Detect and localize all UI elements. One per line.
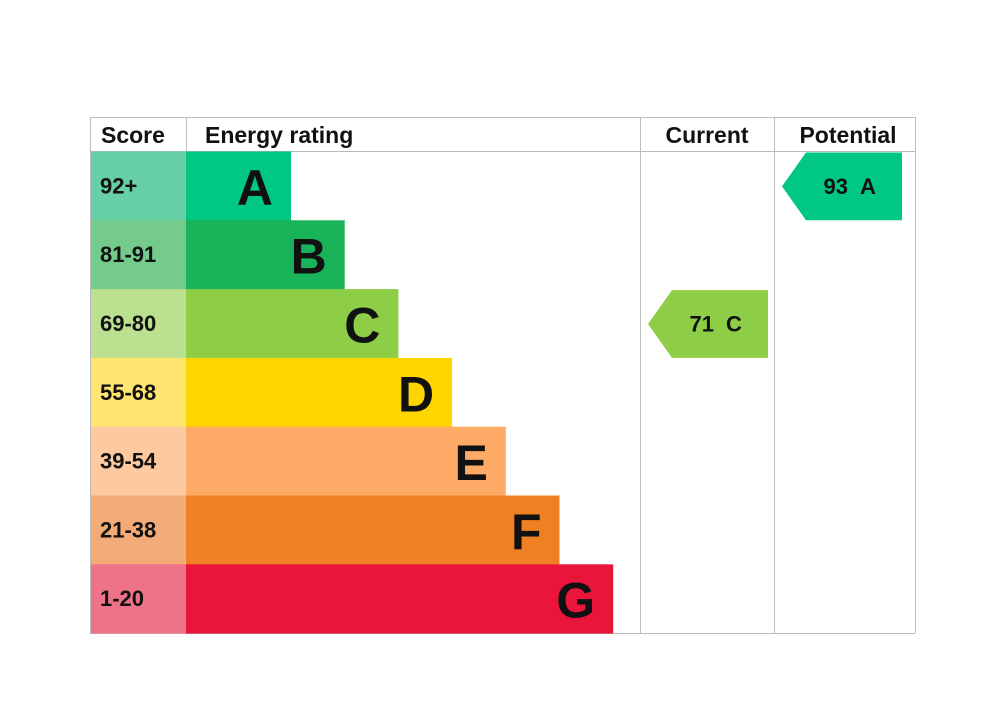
current-arrow bbox=[648, 290, 768, 358]
rating-bar bbox=[186, 564, 614, 634]
band-letter: B bbox=[291, 229, 327, 285]
rating-bar bbox=[186, 357, 453, 428]
potential-arrow bbox=[782, 152, 902, 221]
score-cell bbox=[91, 426, 186, 496]
score-cell bbox=[91, 357, 186, 428]
header-potential: Potential bbox=[799, 122, 896, 148]
header-current: Current bbox=[665, 122, 748, 148]
score-cell bbox=[91, 220, 186, 290]
score-cell bbox=[91, 564, 186, 634]
score-cell bbox=[91, 151, 186, 221]
current-letter: C bbox=[726, 312, 742, 337]
band-letter: E bbox=[454, 435, 487, 491]
rating-bar bbox=[186, 426, 506, 496]
header-rating: Energy rating bbox=[205, 122, 353, 148]
current-value: 71 bbox=[690, 312, 714, 337]
score-range: 81-91 bbox=[100, 242, 156, 267]
rating-bar bbox=[186, 151, 291, 221]
band-letter: C bbox=[344, 298, 380, 354]
rating-bar bbox=[186, 289, 399, 359]
score-range: 55-68 bbox=[100, 380, 156, 405]
band-letter: F bbox=[511, 504, 542, 560]
band-letter: D bbox=[398, 366, 434, 422]
band-letter: A bbox=[237, 160, 273, 216]
score-range: 1-20 bbox=[100, 586, 144, 611]
score-cell bbox=[91, 495, 186, 565]
potential-letter: A bbox=[860, 174, 876, 199]
rating-bar bbox=[186, 495, 560, 565]
score-range: 92+ bbox=[100, 173, 137, 198]
score-cell bbox=[91, 289, 186, 359]
rating-bar bbox=[186, 220, 345, 290]
score-range: 39-54 bbox=[100, 449, 157, 474]
score-range: 69-80 bbox=[100, 311, 156, 336]
header-score: Score bbox=[101, 122, 165, 148]
potential-value: 93 bbox=[824, 174, 848, 199]
band-letter: G bbox=[556, 573, 595, 629]
score-range: 21-38 bbox=[100, 517, 156, 542]
